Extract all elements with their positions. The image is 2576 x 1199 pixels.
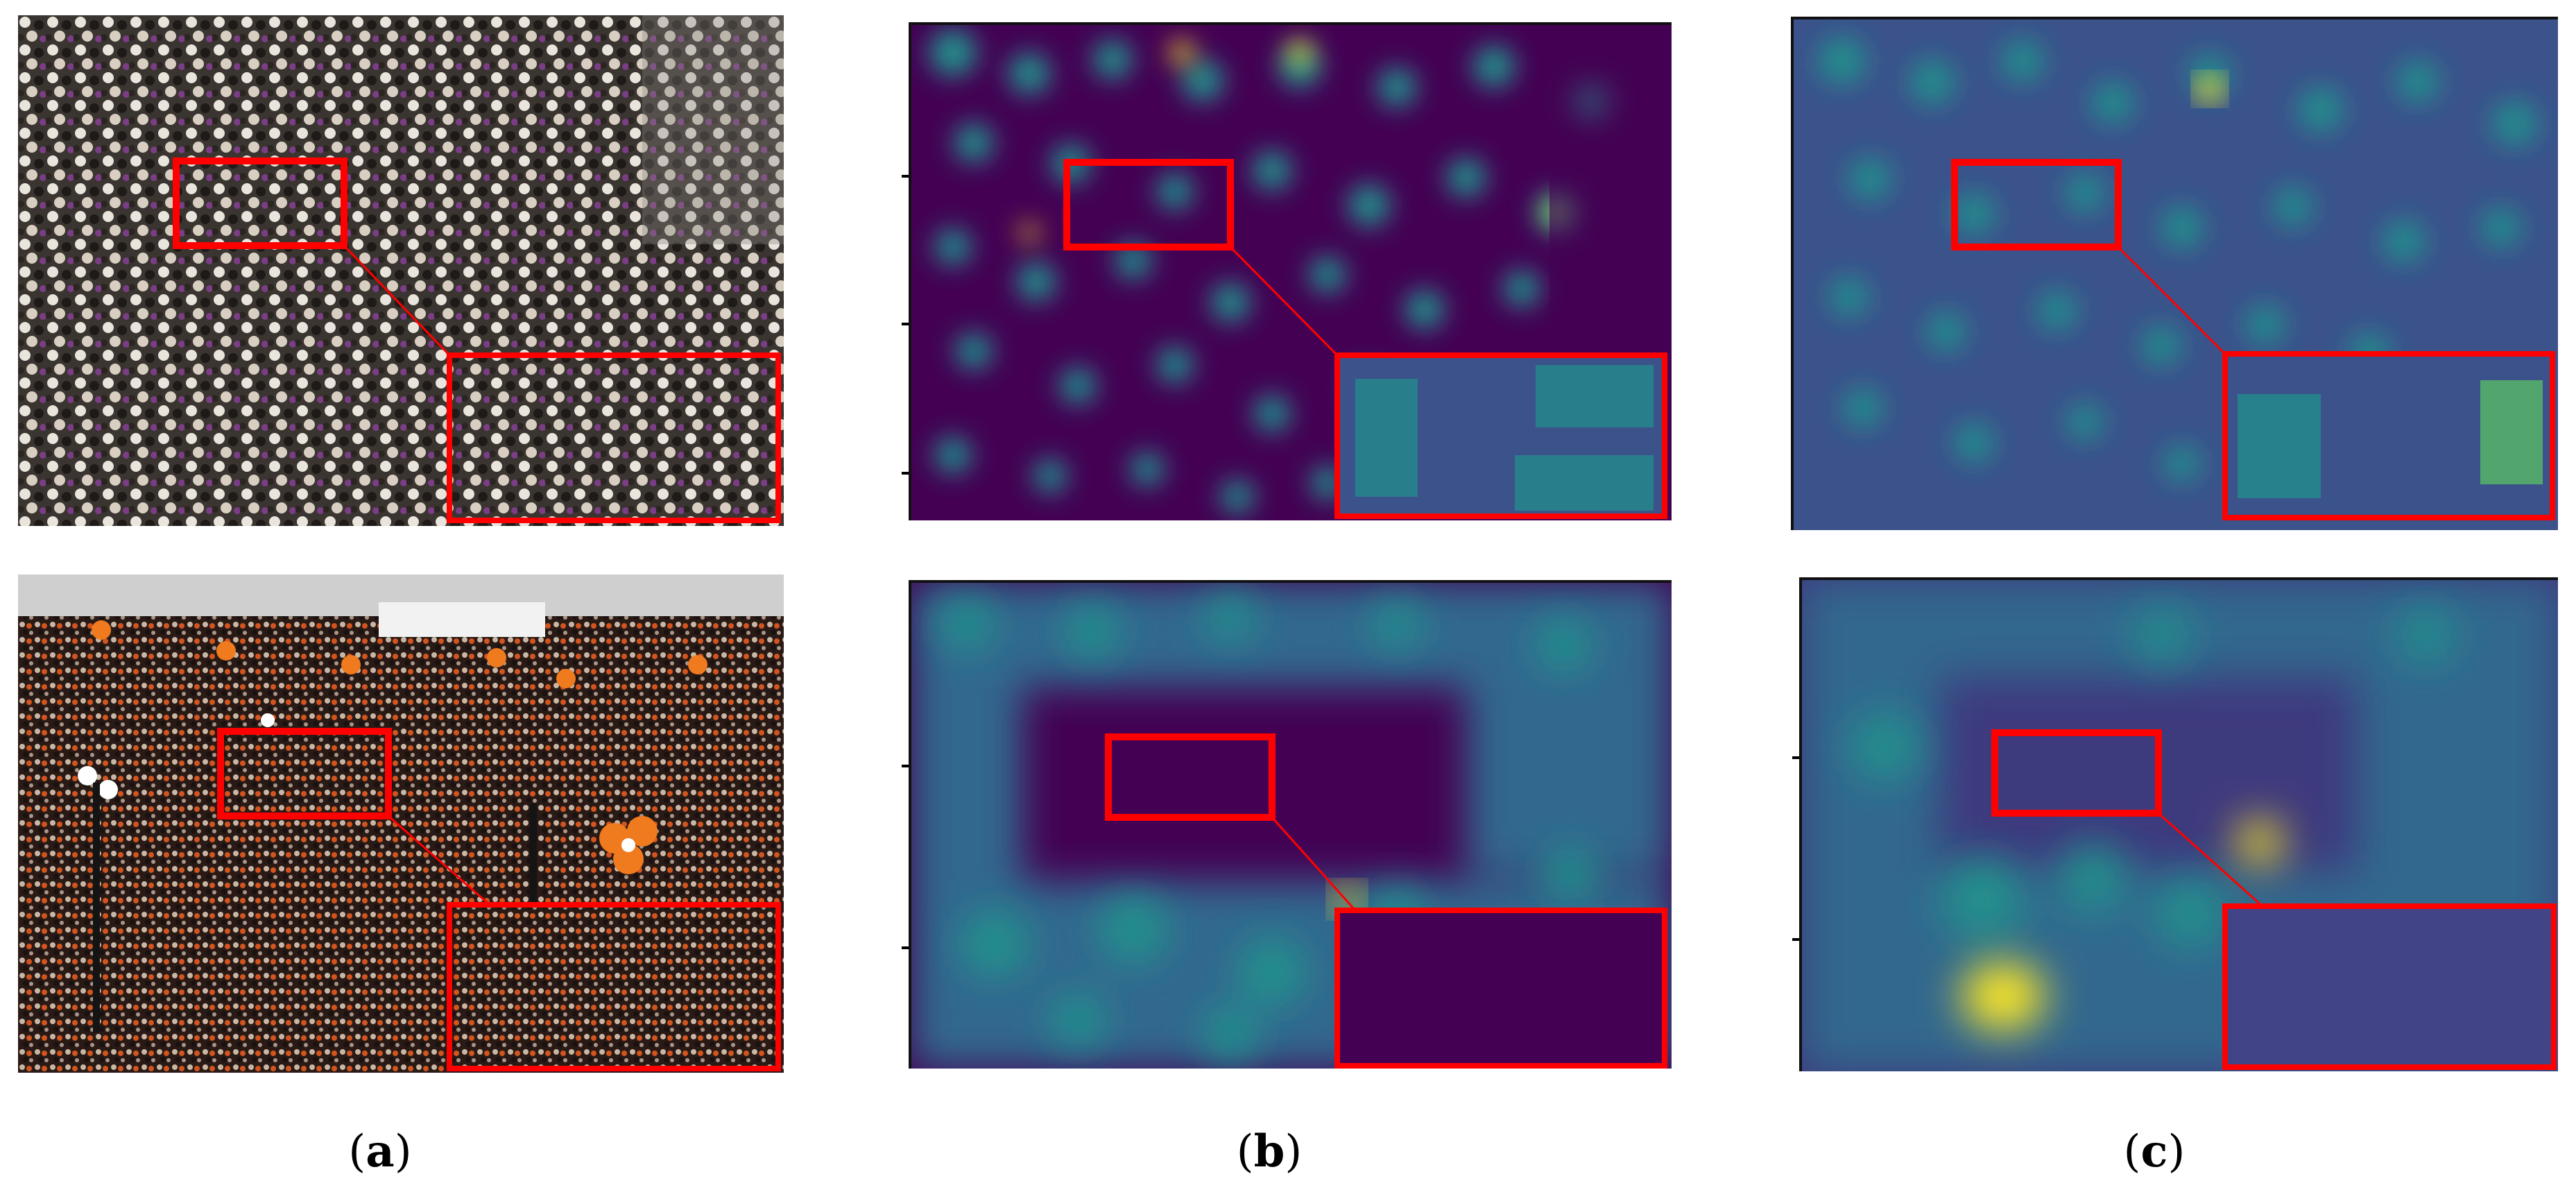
axis-tick <box>902 472 909 475</box>
highlight-box <box>217 728 392 819</box>
zoom-connector-line <box>1271 816 1357 912</box>
heatmap-b-top-axis <box>909 22 911 520</box>
zoom-connector-line <box>2117 246 2226 355</box>
density-map-c-bottom-image <box>1802 580 2558 1071</box>
axis-tick <box>1792 756 1799 759</box>
zoom-connector-line <box>343 244 451 357</box>
highlight-box <box>173 158 347 249</box>
crowd-photo-bottom <box>18 575 784 1073</box>
caption-a: (a) <box>348 1125 412 1177</box>
crowd-photo-top-image <box>18 15 784 526</box>
zoom-inset <box>2222 351 2555 520</box>
zoom-inset <box>447 902 781 1071</box>
zoom-inset <box>1334 908 1667 1069</box>
caption-b: (b) <box>1236 1125 1303 1177</box>
density-map-b-top <box>911 25 1672 520</box>
zoom-connector-line <box>388 815 490 906</box>
zoom-inset <box>2222 903 2557 1070</box>
zoom-connector-line <box>1229 246 1339 357</box>
zoom-inset <box>447 352 781 523</box>
density-map-c-bottom <box>1802 580 2558 1071</box>
crowd-photo-bottom-image <box>18 575 784 1073</box>
density-map-c-top-image <box>1794 19 2558 530</box>
caption-b-label: b <box>1253 1125 1285 1177</box>
crowd-photo-top <box>18 15 784 526</box>
heatmap-c-top-frame <box>1794 17 2558 19</box>
axis-tick <box>902 765 909 767</box>
axis-tick <box>902 323 909 325</box>
axis-tick <box>1792 938 1799 941</box>
heatmap-c-bottom-frame <box>1802 577 2558 580</box>
highlight-box <box>1991 729 2162 817</box>
highlight-box <box>1063 159 1234 250</box>
density-map-b-bottom <box>911 583 1672 1069</box>
zoom-inset <box>1334 352 1667 519</box>
heatmap-b-bottom-frame <box>911 580 1672 583</box>
heatmap-b-bottom-axis <box>909 580 911 1069</box>
highlight-box <box>1951 159 2122 250</box>
axis-tick <box>902 946 909 949</box>
caption-c: (c) <box>2123 1125 2186 1177</box>
heatmap-c-top-axis <box>1791 17 1794 530</box>
highlight-box <box>1105 733 1276 821</box>
heatmap-c-bottom-axis <box>1799 577 1802 1071</box>
density-map-b-top-image <box>911 25 1672 520</box>
density-map-b-bottom-image <box>911 583 1672 1069</box>
zoom-connector-line <box>2158 812 2263 908</box>
axis-tick <box>902 175 909 178</box>
density-map-c-top <box>1794 19 2558 530</box>
caption-c-label: c <box>2140 1125 2168 1177</box>
caption-a-label: a <box>366 1125 395 1177</box>
heatmap-b-top-frame <box>911 22 1672 25</box>
